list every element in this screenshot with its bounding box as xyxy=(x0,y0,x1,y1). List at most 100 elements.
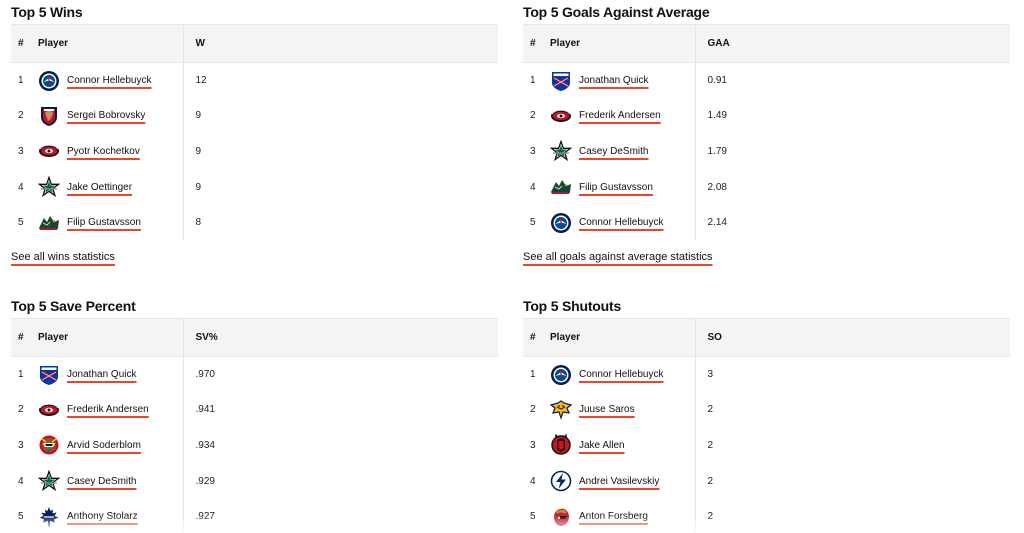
save-percent-column-header[interactable]: SV% xyxy=(182,318,498,357)
rangers-logo-icon xyxy=(550,70,572,92)
player-name-link[interactable]: Jake Oettinger xyxy=(67,181,133,193)
rangers-logo-icon xyxy=(38,364,60,386)
stars-logo-icon xyxy=(550,140,572,162)
player-name-link[interactable]: Jonathan Quick xyxy=(579,75,649,87)
player-name-link[interactable]: Jake Allen xyxy=(579,439,625,451)
player-cell: Andrei Vasilevskiy xyxy=(549,463,695,499)
stat-value-cell: 2.08 xyxy=(694,169,1010,205)
devils-logo-icon xyxy=(550,434,572,456)
stat-value-cell: 8 xyxy=(182,204,498,241)
rank-column-header[interactable]: # xyxy=(11,318,37,357)
player-name-link[interactable]: Casey DeSmith xyxy=(579,145,649,157)
player-column-header[interactable]: Player xyxy=(37,318,183,357)
rank-cell: 4 xyxy=(18,475,24,487)
wild-logo-icon xyxy=(550,176,572,198)
table-header-row: # Player SV% xyxy=(11,318,498,357)
stat-value-cell: 2 xyxy=(694,498,1010,533)
player-name-link[interactable]: Anthony Stolarz xyxy=(67,511,138,523)
shutouts-column-header[interactable]: SO xyxy=(694,318,1010,357)
player-cell: Juuse Saros xyxy=(549,392,695,428)
rank-cell: 1 xyxy=(530,369,536,381)
lightning-logo-icon xyxy=(550,470,572,492)
save-percent-table: # Player SV% 1 Jonathan Quick .970 2 Frederi… xyxy=(11,318,498,533)
player-cell: Anthony Stolarz xyxy=(37,499,183,533)
predators-logo-icon xyxy=(550,399,572,421)
gaa-column-header[interactable]: GAA xyxy=(694,24,1010,63)
player-cell: Frederik Andersen xyxy=(37,392,183,428)
player-name-link[interactable]: Filip Gustavsson xyxy=(579,181,653,193)
player-name-link[interactable]: Pyotr Kochetkov xyxy=(67,145,140,157)
table-header-row: # Player SO xyxy=(523,318,1010,357)
table-row: 1 Jonathan Quick .970 xyxy=(11,356,498,393)
rank-cell: 5 xyxy=(18,511,24,523)
table-row: 4 Casey DeSmith .929 xyxy=(11,463,498,499)
stat-value-cell: .970 xyxy=(182,356,498,393)
rank-column-header[interactable]: # xyxy=(11,24,37,63)
rank-cell: 4 xyxy=(530,181,536,193)
shutouts-panel: Top 5 Shutouts # Player SO 1 Connor Helle… xyxy=(523,294,1010,533)
player-cell: Anton Forsberg xyxy=(549,499,695,533)
player-name-link[interactable]: Filip Gustavsson xyxy=(67,217,141,229)
table-header-row: # Player GAA xyxy=(523,24,1010,63)
rank-cell: 4 xyxy=(18,181,24,193)
rank-column-header[interactable]: # xyxy=(523,318,549,357)
stars-logo-icon xyxy=(38,176,60,198)
see-all-gaa-link[interactable]: See all goals against average statistics xyxy=(523,251,713,264)
panel-title: Top 5 Shutouts xyxy=(523,298,622,314)
stat-value-cell: 9 xyxy=(182,133,498,170)
rank-cell: 3 xyxy=(18,439,24,451)
player-cell: Connor Hellebuyck xyxy=(37,63,183,99)
stat-value-cell: .929 xyxy=(182,463,498,499)
rank-cell: 2 xyxy=(530,110,536,122)
player-name-link[interactable]: Casey DeSmith xyxy=(67,475,137,487)
table-row: 1 Connor Hellebuyck 12 xyxy=(11,62,498,99)
player-column-header[interactable]: Player xyxy=(37,24,183,63)
player-name-link[interactable]: Connor Hellebuyck xyxy=(67,75,152,87)
hurricanes-logo-icon xyxy=(550,105,572,127)
maple-leafs-logo-icon xyxy=(38,506,60,528)
player-name-link[interactable]: Jonathan Quick xyxy=(67,369,137,381)
wins-column-header[interactable]: W xyxy=(182,24,498,63)
jets-logo-icon xyxy=(550,212,572,234)
player-name-link[interactable]: Frederik Andersen xyxy=(67,404,149,416)
table-row: 5 Filip Gustavsson 8 xyxy=(11,204,498,241)
table-row: 1 Connor Hellebuyck 3 xyxy=(523,356,1010,393)
table-row: 2 Juuse Saros 2 xyxy=(523,392,1010,428)
table-row: 3 Arvid Soderblom .934 xyxy=(11,427,498,464)
jets-logo-icon xyxy=(550,364,572,386)
stat-value-cell: 9 xyxy=(182,169,498,205)
panel-title: Top 5 Save Percent xyxy=(11,298,136,314)
stat-value-cell: 2 xyxy=(694,463,1010,499)
player-column-header[interactable]: Player xyxy=(549,24,695,63)
wins-panel: Top 5 Wins # Player W 1 Connor Hellebuyck… xyxy=(11,0,498,265)
rank-column-header[interactable]: # xyxy=(523,24,549,63)
player-name-link[interactable]: Frederik Andersen xyxy=(579,110,661,122)
stat-value-cell: 2 xyxy=(694,427,1010,464)
table-row: 4 Andrei Vasilevskiy 2 xyxy=(523,463,1010,499)
rank-cell: 5 xyxy=(530,217,536,229)
player-cell: Jonathan Quick xyxy=(37,357,183,393)
table-header-row: # Player W xyxy=(11,24,498,63)
player-name-link[interactable]: Connor Hellebuyck xyxy=(579,217,664,229)
stat-value-cell: 1.79 xyxy=(694,133,1010,170)
stat-value-cell: .934 xyxy=(182,427,498,464)
player-cell: Pyotr Kochetkov xyxy=(37,134,183,170)
stat-value-cell: 12 xyxy=(182,62,498,99)
stars-logo-icon xyxy=(38,470,60,492)
table-row: 4 Filip Gustavsson 2.08 xyxy=(523,169,1010,205)
panel-title: Top 5 Wins xyxy=(11,4,83,20)
table-row: 5 Anton Forsberg 2 xyxy=(523,498,1010,533)
save-percent-panel: Top 5 Save Percent # Player SV% 1 Jonatha… xyxy=(11,294,498,533)
player-name-link[interactable]: Andrei Vasilevskiy xyxy=(579,475,660,487)
stat-value-cell: 0.91 xyxy=(694,62,1010,99)
see-all-wins-link[interactable]: See all wins statistics xyxy=(11,251,115,264)
player-name-link[interactable]: Sergei Bobrovsky xyxy=(67,110,146,122)
player-name-link[interactable]: Anton Forsberg xyxy=(579,511,648,523)
table-row: 3 Casey DeSmith 1.79 xyxy=(523,133,1010,170)
player-name-link[interactable]: Juuse Saros xyxy=(579,404,635,416)
stat-value-cell: 2 xyxy=(694,392,1010,428)
player-column-header[interactable]: Player xyxy=(549,318,695,357)
player-name-link[interactable]: Connor Hellebuyck xyxy=(579,369,664,381)
player-name-link[interactable]: Arvid Soderblom xyxy=(67,439,141,451)
rank-cell: 3 xyxy=(530,145,536,157)
